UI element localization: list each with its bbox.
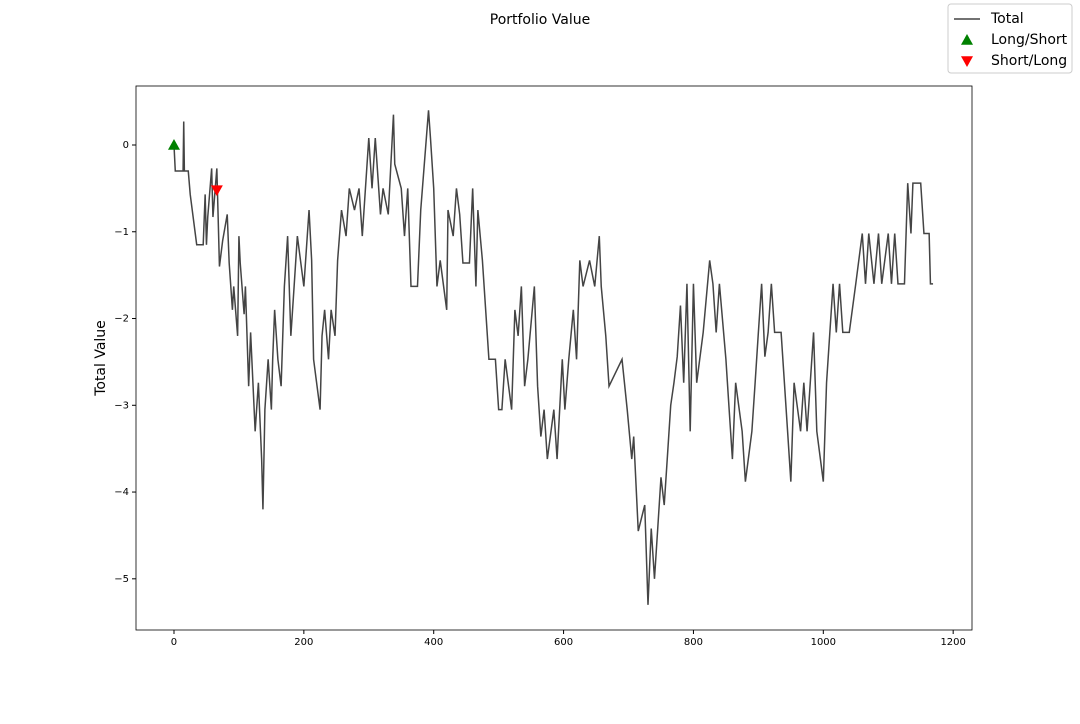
x-tick-label: 1200 (940, 637, 965, 648)
series-line (173, 110, 934, 605)
y-tick-label: 0 (123, 140, 129, 151)
legend-label: Total (990, 11, 1024, 27)
x-tick-label: 600 (554, 637, 573, 648)
trade-marker (210, 185, 223, 197)
legend-box (947, 3, 1073, 74)
x-tick-label: 0 (171, 637, 177, 648)
y-tick-label: −2 (114, 314, 129, 325)
x-tick-label: 1000 (811, 637, 836, 648)
chart-title: Portfolio Value (490, 12, 591, 28)
y-tick-label: −1 (114, 227, 129, 238)
legend-label: Long/Short (991, 32, 1068, 48)
trade-marker (167, 138, 180, 150)
x-tick-label: 800 (684, 637, 703, 648)
legend-label: Short/Long (991, 53, 1067, 69)
y-tick-label: −3 (114, 400, 129, 411)
x-tick-label: 200 (294, 637, 313, 648)
plot-frame (135, 85, 973, 631)
legend-swatch (961, 34, 973, 45)
legend-swatch (961, 56, 973, 67)
y-tick-label: −5 (114, 574, 129, 585)
y-tick-label: −4 (114, 487, 129, 498)
x-tick-label: 400 (424, 637, 443, 648)
y-axis-label: Total Value (93, 320, 109, 397)
